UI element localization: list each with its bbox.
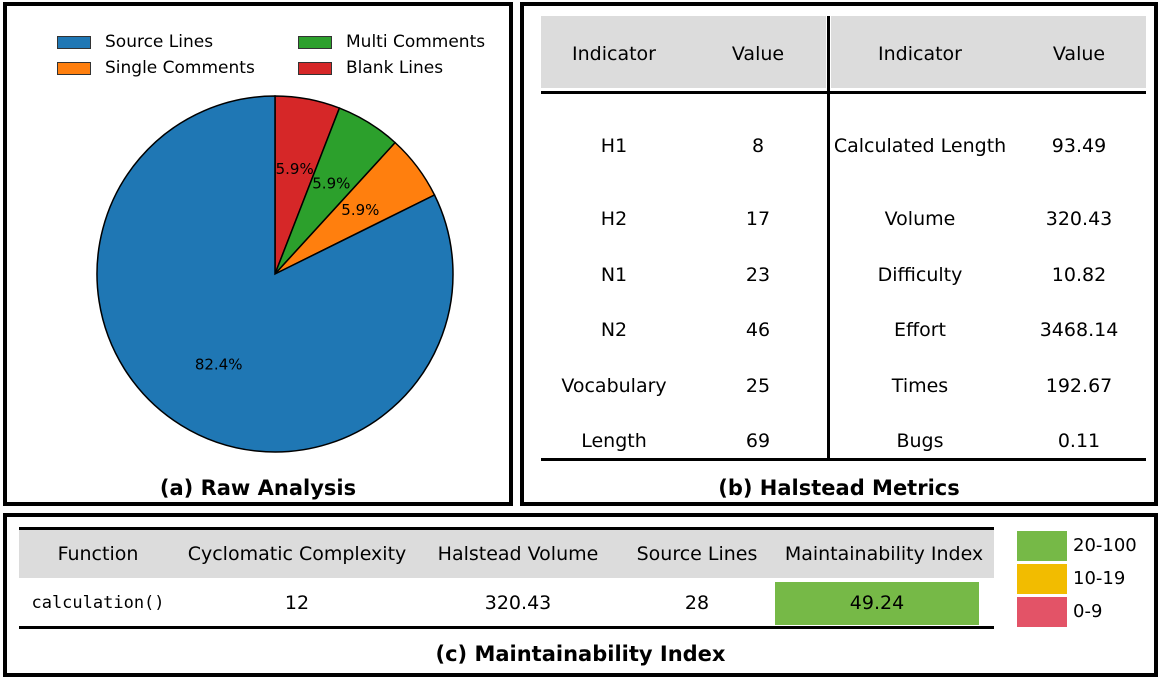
table-row-h1-indicator: H1 bbox=[600, 135, 628, 157]
mi-legend-label-medium: 10-19 bbox=[1073, 568, 1126, 589]
legend-swatch-multi-comments bbox=[298, 35, 332, 49]
header-divider bbox=[541, 91, 1146, 94]
halstead-header-right bbox=[831, 16, 1146, 88]
legend-item-multi-comments: Multi Comments bbox=[298, 32, 485, 52]
mi-header-cyclomatic-complexity: Cyclomatic Complexity bbox=[187, 543, 407, 565]
panel-c-caption: (c) Maintainability Index bbox=[435, 642, 726, 666]
table-row-calculated-length-value: 93.49 bbox=[1051, 135, 1107, 157]
mi-legend-swatch-high bbox=[1017, 531, 1067, 561]
table-row-bugs-indicator: Bugs bbox=[896, 430, 944, 452]
header-value-left: Value bbox=[731, 43, 785, 65]
mi-header-halstead-volume: Halstead Volume bbox=[437, 543, 599, 565]
header-value-right: Value bbox=[1052, 43, 1106, 65]
table-row-n2-value: 46 bbox=[745, 319, 771, 341]
legend-label-single-comments: Single Comments bbox=[105, 58, 255, 78]
table-row-length-value: 69 bbox=[745, 430, 771, 452]
halstead-table: Indicator Value Indicator Value H1 8 Cal… bbox=[541, 16, 1146, 461]
legend-label-source-lines: Source Lines bbox=[105, 32, 214, 52]
table-row-difficulty-value: 10.82 bbox=[1051, 264, 1107, 286]
bottom-rule bbox=[541, 458, 1146, 461]
table-row-n1-indicator: N1 bbox=[600, 264, 628, 286]
legend-label-multi-comments: Multi Comments bbox=[346, 32, 486, 52]
mi-row-maintainability-index: 49.24 bbox=[849, 592, 905, 614]
table-row-effort-value: 3468.14 bbox=[1039, 319, 1119, 341]
pie-slice-source-lines bbox=[96, 95, 454, 453]
table-row-bugs-value: 0.11 bbox=[1057, 430, 1101, 452]
legend-swatch-single-comments bbox=[57, 61, 91, 75]
legend-swatch-blank-lines bbox=[298, 61, 332, 75]
mi-row-source-lines: 28 bbox=[684, 592, 710, 614]
table-row-n1-value: 23 bbox=[745, 264, 771, 286]
legend-item-single-comments: Single Comments bbox=[57, 58, 255, 78]
mi-table-header bbox=[19, 530, 994, 578]
table-row-n2-indicator: N2 bbox=[600, 319, 628, 341]
column-divider bbox=[827, 16, 830, 459]
legend-swatch-source-lines bbox=[57, 35, 91, 49]
legend-item-source-lines: Source Lines bbox=[57, 32, 213, 52]
table-row-h2-indicator: H2 bbox=[600, 208, 628, 230]
mi-row-function: calculation() bbox=[31, 593, 165, 613]
pie-label-single-comments: 5.9% bbox=[341, 201, 379, 219]
table-row-volume-value: 320.43 bbox=[1045, 208, 1113, 230]
pie-chart: 5.9%5.9%5.9%82.4% bbox=[96, 95, 454, 453]
pie-label-source-lines: 82.4% bbox=[195, 356, 243, 374]
mi-header-maintainability-index: Maintainability Index bbox=[784, 543, 984, 565]
legend-label-blank-lines: Blank Lines bbox=[346, 58, 444, 78]
pie-label-multi-comments: 5.9% bbox=[312, 174, 350, 192]
mi-value-cell bbox=[775, 582, 979, 625]
table-row-h2-value: 17 bbox=[745, 208, 771, 230]
mi-header-function: Function bbox=[57, 543, 139, 565]
table-row-times-indicator: Times bbox=[891, 375, 949, 397]
table-row-vocabulary-value: 25 bbox=[745, 375, 771, 397]
table-row-vocabulary-indicator: Vocabulary bbox=[561, 375, 667, 397]
table-row-difficulty-indicator: Difficulty bbox=[877, 264, 963, 286]
panel-b-caption: (b) Halstead Metrics bbox=[718, 476, 960, 500]
halstead-header-left bbox=[541, 16, 826, 88]
mi-top-rule bbox=[19, 527, 994, 530]
mi-bottom-rule bbox=[19, 626, 994, 629]
halstead-metrics-panel: Indicator Value Indicator Value H1 8 Cal… bbox=[520, 2, 1158, 506]
pie-label-blank-lines: 5.9% bbox=[276, 160, 314, 178]
mi-legend-swatch-low bbox=[1017, 597, 1067, 627]
table-row-effort-indicator: Effort bbox=[894, 319, 946, 341]
panel-a-caption: (a) Raw Analysis bbox=[159, 476, 357, 500]
mi-legend-swatch-medium bbox=[1017, 564, 1067, 594]
header-indicator-left: Indicator bbox=[572, 43, 656, 65]
table-row-h1-value: 8 bbox=[751, 135, 765, 157]
table-row-times-value: 192.67 bbox=[1045, 375, 1113, 397]
mi-legend-label-high: 20-100 bbox=[1073, 535, 1137, 556]
mi-header-source-lines: Source Lines bbox=[636, 543, 758, 565]
table-row-calculated-length-indicator: Calculated Length bbox=[833, 135, 1007, 157]
mi-row-cyclomatic-complexity: 12 bbox=[284, 592, 310, 614]
mi-row-halstead-volume: 320.43 bbox=[484, 592, 552, 614]
maintainability-index-panel: Function Cyclomatic Complexity Halstead … bbox=[3, 513, 1158, 677]
table-row-volume-indicator: Volume bbox=[884, 208, 956, 230]
raw-analysis-panel: Source Lines Multi Comments Single Comme… bbox=[3, 2, 513, 506]
legend-item-blank-lines: Blank Lines bbox=[298, 58, 443, 78]
header-indicator-right: Indicator bbox=[878, 43, 962, 65]
table-row-length-indicator: Length bbox=[581, 430, 647, 452]
mi-legend-label-low: 0-9 bbox=[1073, 601, 1103, 622]
